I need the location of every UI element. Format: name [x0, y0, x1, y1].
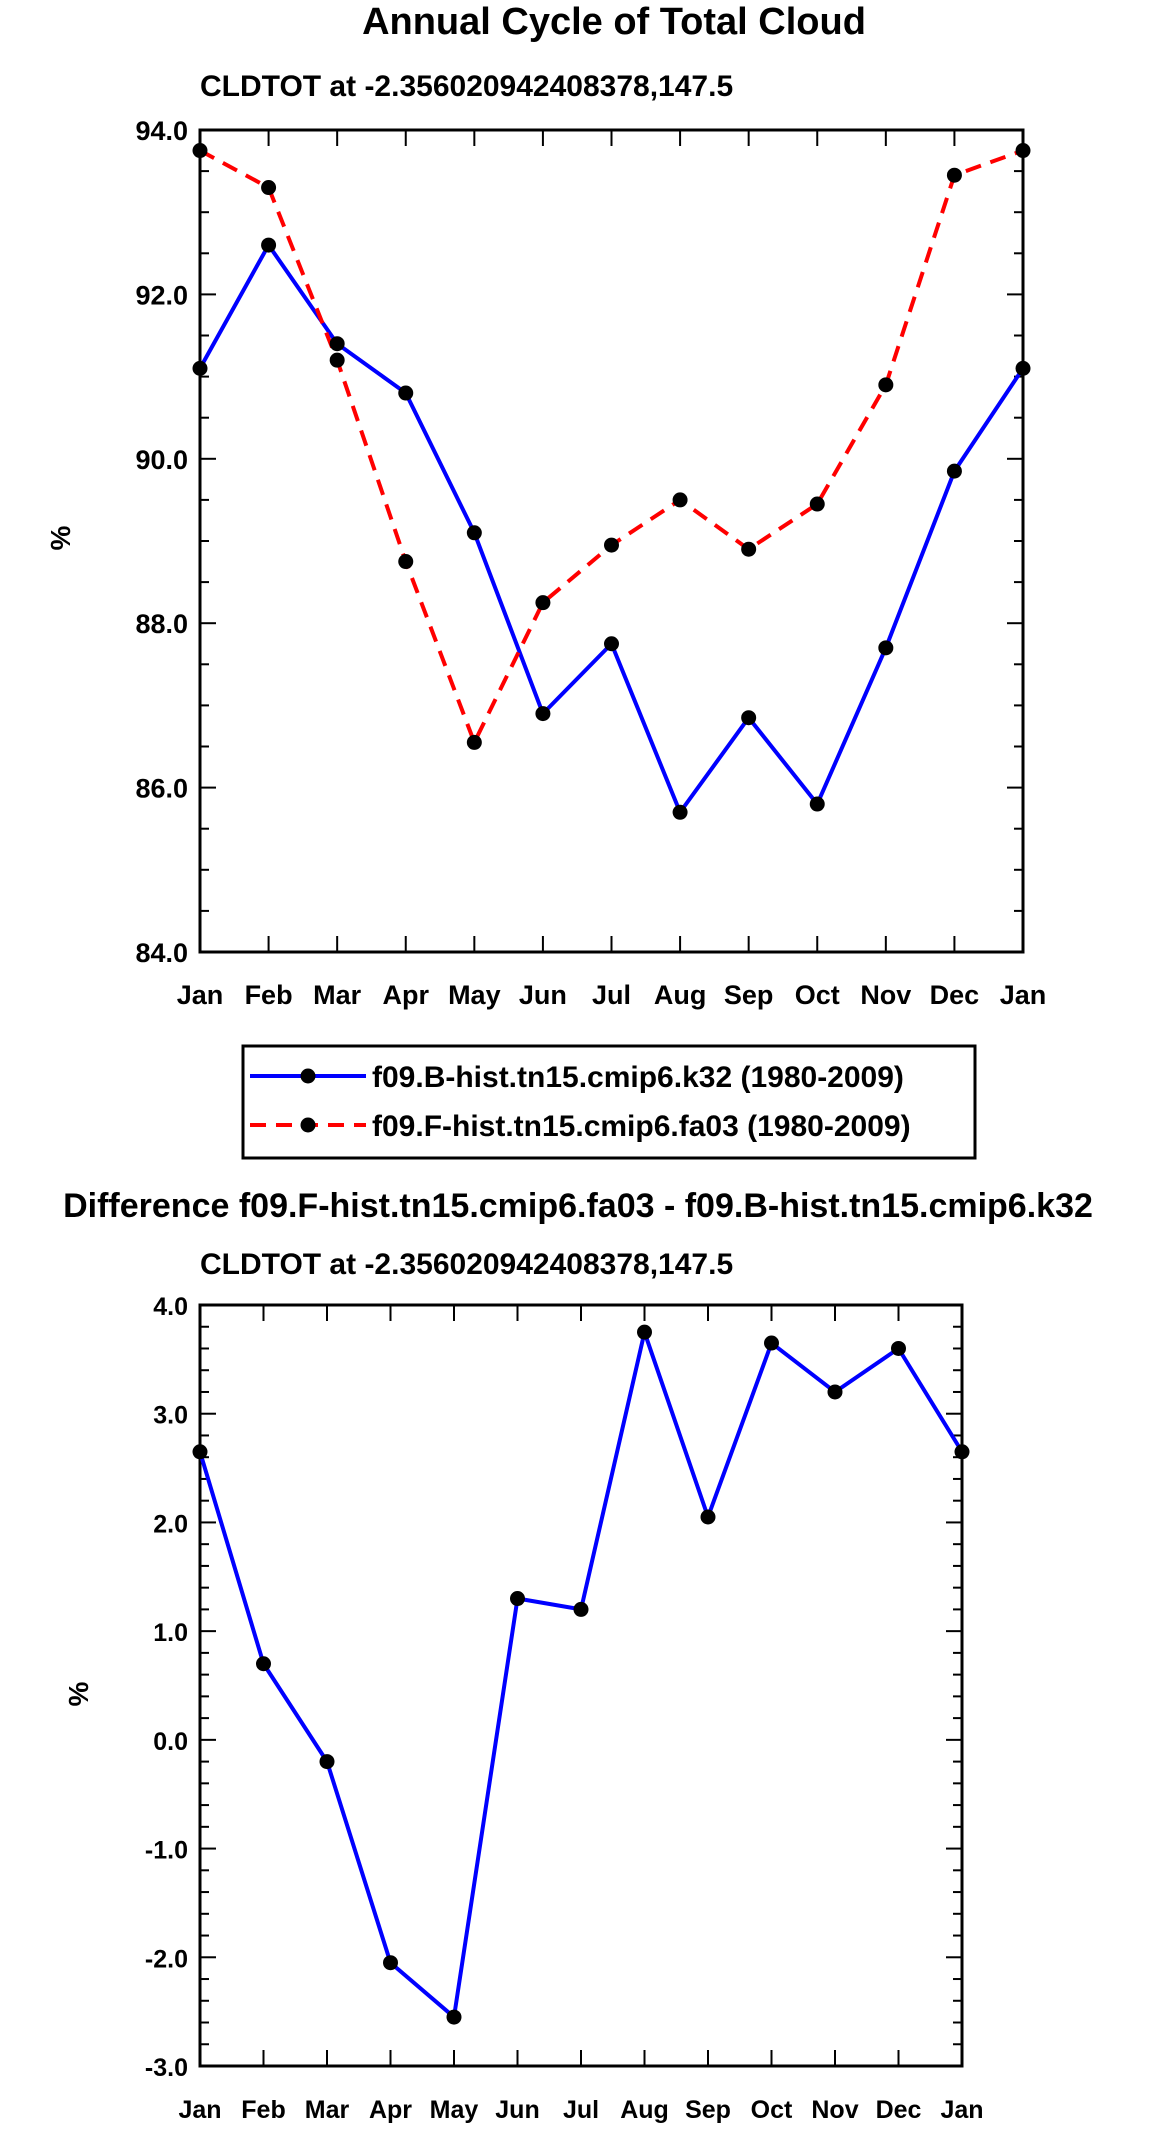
- data-point: [329, 352, 345, 368]
- data-point: [809, 496, 825, 512]
- x-tick-label: Jan: [940, 2096, 983, 2124]
- data-point: [466, 525, 482, 541]
- y-tick-label: 4.0: [153, 1293, 188, 1321]
- bottom-chart-ylabel: %: [63, 1681, 94, 1706]
- y-tick-label: 1.0: [153, 1619, 188, 1647]
- data-point: [261, 180, 277, 196]
- x-tick-label: Sep: [724, 980, 774, 1010]
- data-point: [604, 537, 619, 553]
- data-point: [319, 1754, 335, 1770]
- y-tick-label: 0.0: [153, 1728, 188, 1756]
- y-tick-label: -2.0: [145, 1945, 188, 1973]
- y-tick-label: 92.0: [135, 280, 188, 310]
- data-point: [946, 167, 962, 183]
- x-tick-label: Nov: [811, 2096, 858, 2124]
- data-point: [535, 595, 551, 611]
- x-tick-label: May: [448, 980, 501, 1010]
- series-line-0: [198, 243, 1025, 815]
- y-tick-label: 90.0: [135, 445, 188, 475]
- bottom-chart-title: Difference f09.F-hist.tn15.cmip6.fa03 - …: [63, 1187, 1093, 1225]
- data-point: [192, 360, 208, 376]
- data-point: [672, 492, 688, 508]
- y-tick-label: 86.0: [135, 774, 188, 804]
- data-point: [192, 1444, 208, 1460]
- data-point: [192, 143, 208, 159]
- legend-marker: [300, 1068, 316, 1084]
- x-tick-label: Jul: [563, 2096, 599, 2124]
- data-point: [946, 463, 962, 479]
- data-point: [256, 1656, 271, 1672]
- data-point: [510, 1591, 525, 1607]
- data-point: [700, 1509, 716, 1525]
- y-tick-label: 88.0: [135, 609, 188, 639]
- top-chart-subtitle: CLDTOT at -2.356020942408378,147.5: [200, 70, 733, 103]
- x-tick-label: Mar: [313, 980, 362, 1010]
- y-tick-label: 94.0: [135, 116, 188, 146]
- data-point: [446, 2009, 462, 2025]
- x-tick-label: Aug: [654, 980, 706, 1010]
- data-point: [672, 804, 688, 820]
- x-tick-label: May: [430, 2096, 479, 2124]
- x-tick-label: Jan: [178, 2096, 221, 2124]
- x-tick-label: Jun: [495, 2096, 539, 2124]
- data-point: [466, 734, 482, 750]
- data-point: [878, 640, 894, 656]
- data-point: [573, 1601, 589, 1617]
- top-chart-title: Annual Cycle of Total Cloud: [362, 1, 866, 43]
- data-point: [764, 1335, 779, 1351]
- data-point: [604, 636, 619, 652]
- legend-box: [241, 1044, 977, 1160]
- x-tick-label: Dec: [876, 2096, 922, 2124]
- data-point: [809, 796, 825, 812]
- legend-label-0: f09.B-hist.tn15.cmip6.k32 (1980-2009): [372, 1061, 904, 1094]
- bottom-chart: Difference f09.F-hist.tn15.cmip6.fa03 - …: [63, 1187, 1093, 2124]
- data-point: [827, 1384, 843, 1400]
- data-point: [1015, 143, 1031, 159]
- plot-frame: [198, 1303, 964, 2068]
- data-point: [741, 541, 757, 557]
- x-tick-label: Feb: [245, 980, 293, 1010]
- y-tick-label: 84.0: [135, 938, 188, 968]
- data-point: [637, 1324, 652, 1340]
- x-tick-label: Dec: [930, 980, 980, 1010]
- x-tick-label: Nov: [860, 980, 911, 1010]
- x-tick-label: Apr: [383, 980, 430, 1010]
- data-point: [535, 706, 551, 722]
- data-point: [383, 1955, 398, 1971]
- x-tick-label: Jul: [592, 980, 631, 1010]
- y-tick-label: -3.0: [145, 2054, 188, 2082]
- data-point: [398, 554, 414, 570]
- data-point: [954, 1444, 970, 1460]
- series-line-0: [198, 1330, 964, 2020]
- top-chart: Annual Cycle of Total Cloud CLDTOT at -2…: [45, 1, 1046, 1010]
- data-point: [329, 336, 345, 352]
- x-tick-label: Sep: [685, 2096, 731, 2124]
- y-tick-label: 3.0: [153, 1402, 188, 1430]
- y-tick-label: -1.0: [145, 1837, 188, 1865]
- x-tick-label: Aug: [620, 2096, 669, 2124]
- x-tick-label: Jun: [519, 980, 567, 1010]
- y-tick-label: 2.0: [153, 1510, 188, 1538]
- x-tick-label: Feb: [241, 2096, 285, 2124]
- data-point: [741, 710, 757, 726]
- data-point: [261, 237, 277, 253]
- data-point: [1015, 360, 1031, 376]
- legend-marker: [300, 1117, 316, 1133]
- legend: f09.B-hist.tn15.cmip6.k32 (1980-2009) f09…: [241, 1044, 977, 1160]
- data-point: [891, 1340, 906, 1356]
- legend-label-1: f09.F-hist.tn15.cmip6.fa03 (1980-2009): [372, 1110, 911, 1143]
- top-chart-ylabel: %: [45, 525, 76, 550]
- bottom-chart-subtitle: CLDTOT at -2.356020942408378,147.5: [200, 1248, 733, 1281]
- x-tick-label: Oct: [751, 2096, 793, 2124]
- x-tick-label: Apr: [369, 2096, 412, 2124]
- x-tick-label: Mar: [305, 2096, 350, 2124]
- x-tick-label: Oct: [795, 980, 840, 1010]
- x-tick-label: Jan: [177, 980, 224, 1010]
- series-line-1: [199, 148, 1024, 745]
- x-tick-label: Jan: [1000, 980, 1047, 1010]
- data-point: [878, 377, 894, 393]
- data-point: [398, 385, 414, 401]
